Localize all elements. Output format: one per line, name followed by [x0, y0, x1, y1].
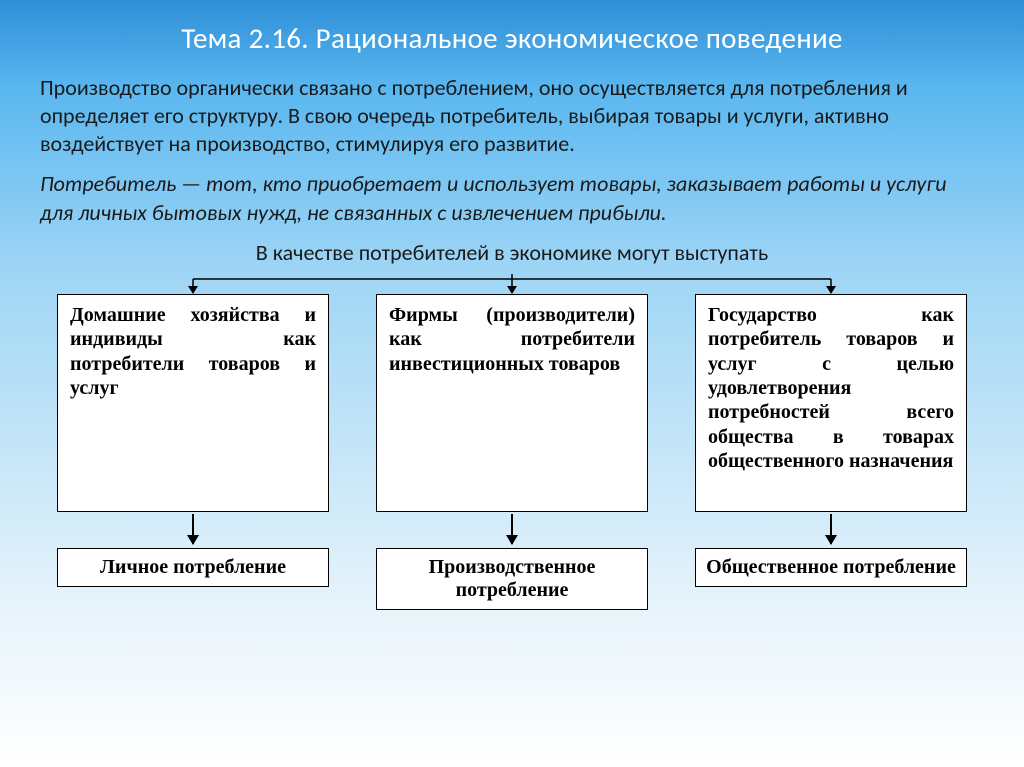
consumer-box-firms: Фирмы (произво­дители) как потре­бители …	[376, 294, 648, 512]
arrow-down-icon	[192, 514, 194, 544]
slide: Тема 2.16. Рациональное экономическое по…	[0, 0, 1024, 767]
diagram-columns: Домашние хозяй­ства и индивиды как потре…	[57, 294, 967, 610]
top-connectors	[57, 274, 967, 294]
arrow-down-icon	[830, 514, 832, 544]
consumption-box-public: Общественное потребление	[695, 548, 967, 587]
consumption-box-personal: Личное потребление	[57, 548, 329, 587]
column-3: Государство как потребитель това­ров и у…	[695, 294, 967, 610]
diagram-subtitle: В качестве потребителей в экономике могу…	[40, 239, 984, 266]
column-2: Фирмы (произво­дители) как потре­бители …	[376, 294, 648, 610]
consumer-box-households: Домашние хозяй­ства и индивиды как потре…	[57, 294, 329, 512]
diagram: Домашние хозяй­ства и индивиды как потре…	[40, 274, 984, 610]
arrow-down-icon	[511, 514, 513, 544]
slide-title: Тема 2.16. Рациональное экономическое по…	[40, 20, 984, 56]
paragraph-2-definition: Потребитель — тот, кто приобретает и исп…	[40, 170, 984, 226]
consumer-box-state: Государство как потребитель това­ров и у…	[695, 294, 967, 512]
column-1: Домашние хозяй­ства и индивиды как потре…	[57, 294, 329, 610]
paragraph-1: Производство органически связано с потре…	[40, 74, 984, 158]
consumption-box-production: Производственное потребление	[376, 548, 648, 610]
